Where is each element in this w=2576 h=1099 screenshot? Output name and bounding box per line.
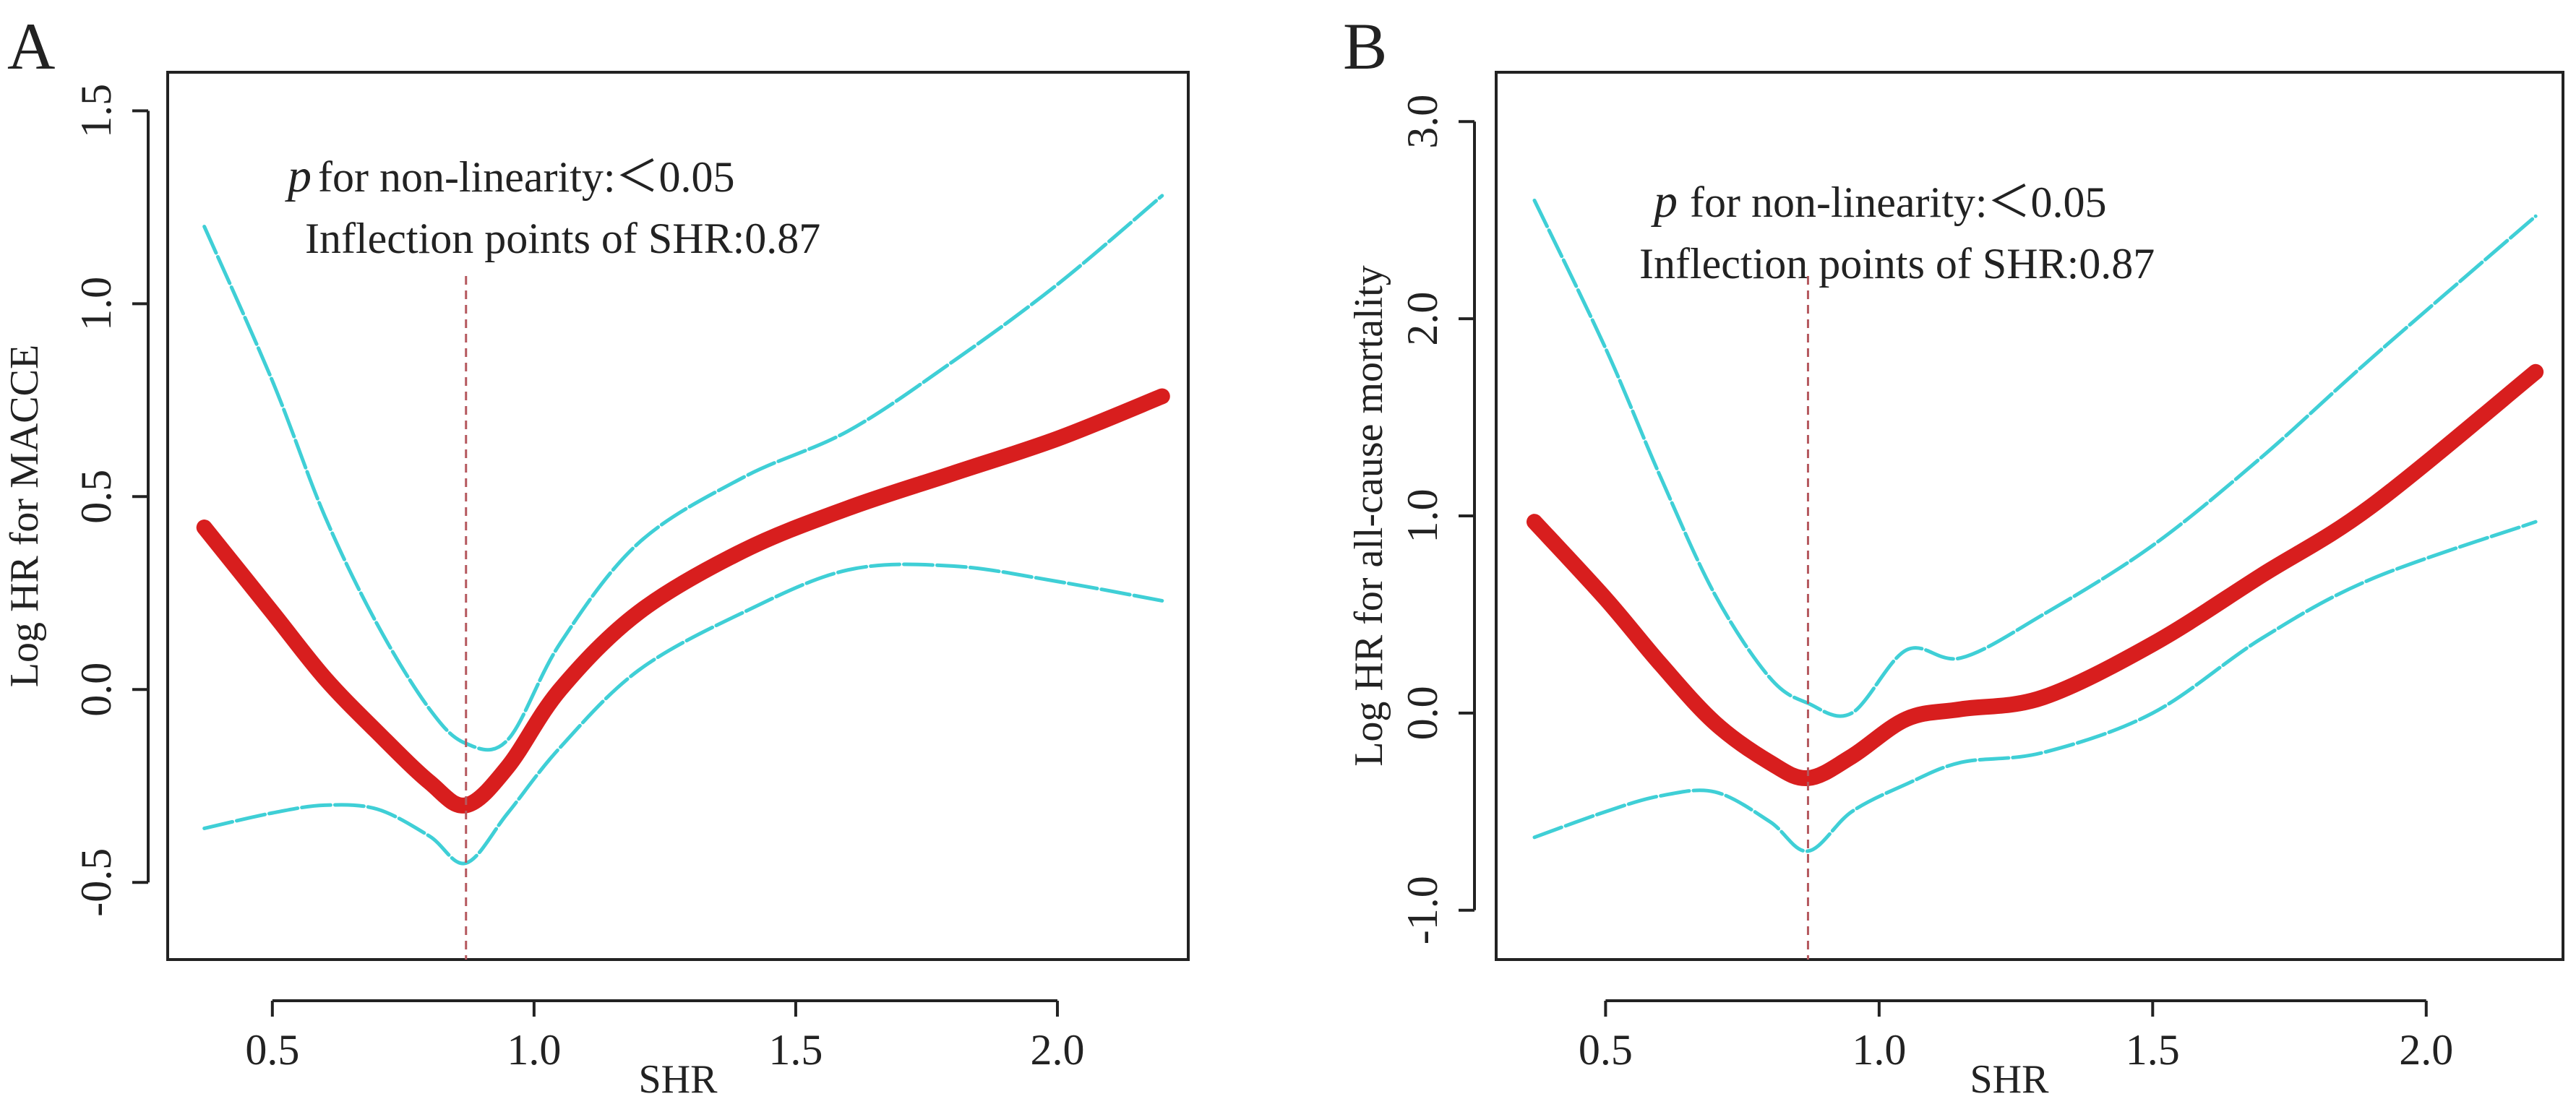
y-tick-label: 1.5: [72, 84, 120, 138]
panel-a-annotation-line2: Inflection points of SHR:0.87: [305, 215, 820, 262]
y-tick-label: 1.0: [1399, 489, 1446, 543]
panel-a-plot-frame: [166, 71, 1190, 961]
panel-b-annotation-line2: Inflection points of SHR:0.87: [1639, 240, 2155, 288]
y-tick-label: 2.0: [1399, 292, 1446, 346]
y-tick-label: 1.0: [72, 277, 120, 331]
series-line-lower-ci: [1532, 520, 2538, 853]
x-tick-label: 1.0: [1852, 1026, 1906, 1074]
panel-a-x-axis: 0.5 1.0 1.5 2.0: [245, 999, 1084, 1074]
panel-b: B 0.5 1.0 1.5 2.0 -1.0 0.0 1.0 2.0 3.0 p for no…: [1343, 9, 2564, 1099]
y-tick-label: 0.0: [1399, 686, 1446, 740]
y-tick-label: 0.0: [72, 663, 120, 717]
panel-a-annotation-line1: for non-linearity:＜0.05: [318, 153, 735, 201]
panel-b-series: [1526, 198, 2544, 853]
series-line-log-hr: [196, 388, 1170, 814]
x-tick-label: 2.0: [1030, 1026, 1084, 1074]
panel-a-letter: A: [7, 9, 55, 83]
panel-a-y-axis: -0.5 0.0 0.5 1.0 1.5: [72, 84, 150, 917]
panel-a-series: [196, 194, 1170, 866]
x-tick-label: 1.5: [768, 1026, 823, 1074]
panel-b-y-axis-title: Log HR for all-cause mortality: [1347, 265, 1391, 767]
panel-a-y-axis-title: Log HR for MACCE: [2, 345, 47, 687]
x-tick-label: 1.0: [507, 1026, 561, 1074]
y-tick-label: 0.5: [72, 470, 120, 524]
y-tick-label: -0.5: [72, 848, 120, 917]
x-tick-label: 0.5: [245, 1026, 299, 1074]
x-tick-label: 2.0: [2399, 1026, 2453, 1074]
panel-b-y-axis: -1.0 0.0 1.0 2.0 3.0: [1399, 95, 1476, 944]
panel-a-annotation-p: p: [285, 150, 312, 202]
series-line-upper-ci: [1532, 198, 2538, 718]
y-tick-label: -1.0: [1399, 876, 1446, 944]
y-tick-label: 3.0: [1399, 95, 1446, 149]
x-tick-label: 1.5: [2126, 1026, 2180, 1074]
series-line-log-hr: [1526, 363, 2544, 786]
panel-a: A 0.5 1.0 1.5 2.0 -0.5 0.0 0.5 1.0 1.5 p for no…: [2, 9, 1190, 1099]
panel-b-x-axis: 0.5 1.0 1.5 2.0: [1579, 999, 2453, 1074]
panel-b-annotation-p: p: [1651, 175, 1678, 228]
panel-b-annotation-line1: for non-linearity:＜0.05: [1690, 178, 2107, 226]
panel-b-x-axis-title: SHR: [1970, 1057, 2050, 1099]
panel-b-plot-frame: [1495, 71, 2564, 961]
panel-b-letter: B: [1343, 9, 1387, 83]
panel-a-x-axis-title: SHR: [639, 1057, 718, 1099]
series-line-lower-ci: [202, 562, 1164, 866]
x-tick-label: 0.5: [1579, 1026, 1633, 1074]
series-line-upper-ci: [202, 194, 1164, 752]
